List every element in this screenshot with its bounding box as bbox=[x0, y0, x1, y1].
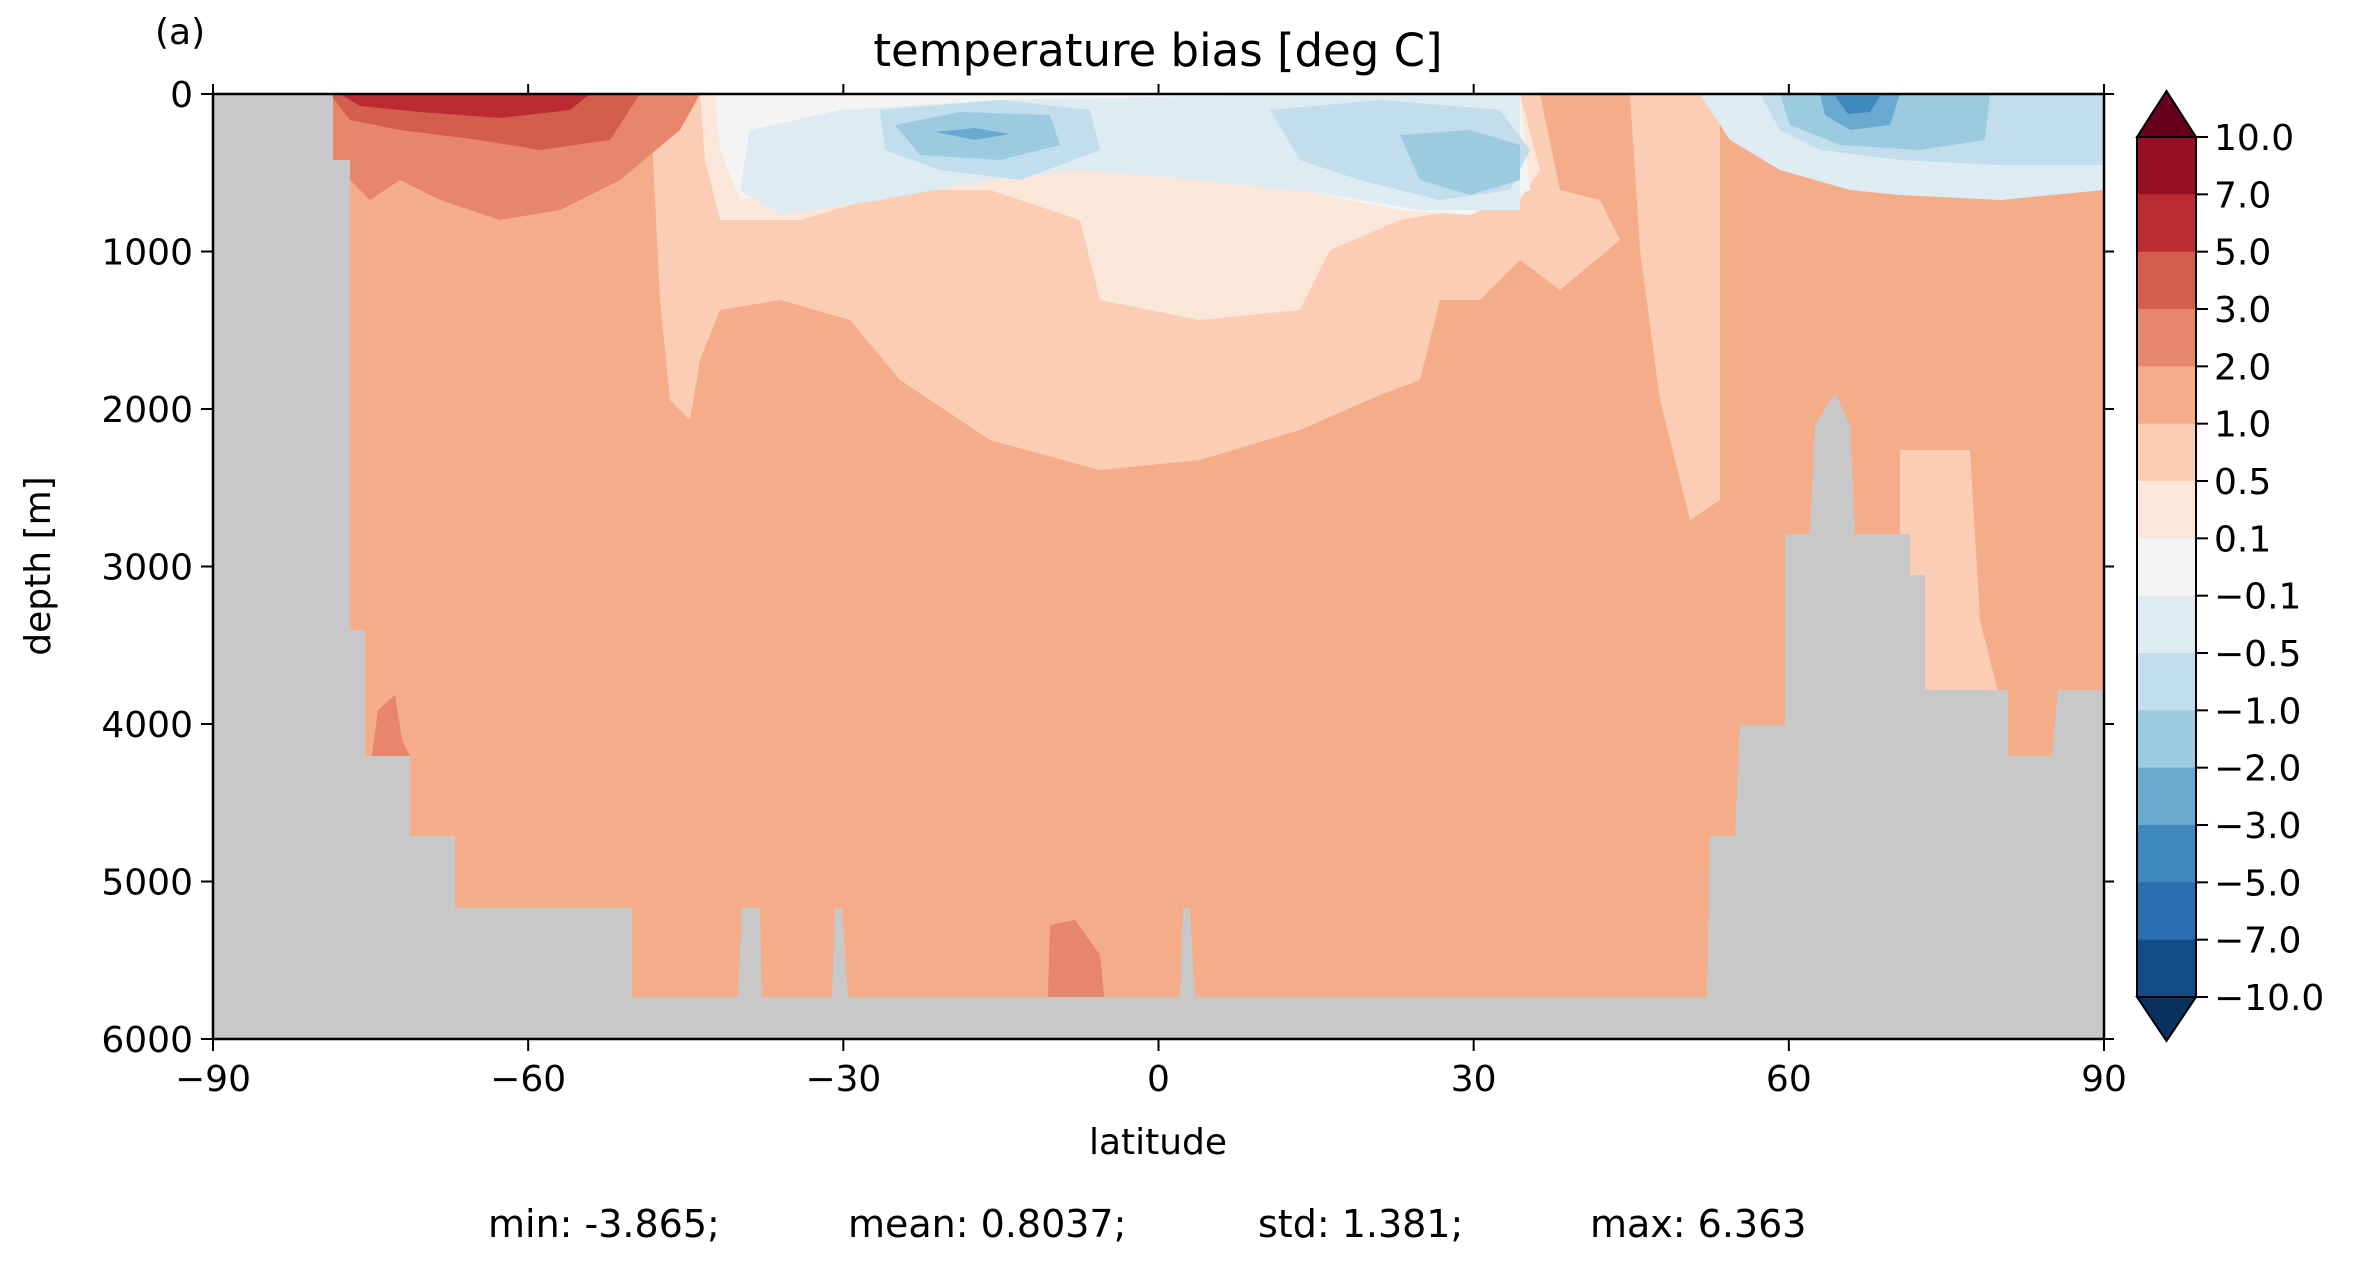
chart-title: temperature bias [deg C] bbox=[873, 24, 1442, 77]
y-tick-label: 0 bbox=[170, 75, 193, 116]
x-tick-label: 30 bbox=[1451, 1059, 1497, 1100]
colorbar-band bbox=[2137, 423, 2196, 482]
colorbar-band bbox=[2137, 309, 2196, 367]
x-tick-label: −30 bbox=[805, 1059, 881, 1100]
x-tick-label: 90 bbox=[2081, 1059, 2127, 1100]
colorbar: 10.0 7.0 5.0 3.0 2.0 1.0 0.5 0.1 −0.1 −0.5 −1.0 −2.… bbox=[2135, 89, 2324, 1043]
x-axis-label: latitude bbox=[1089, 1122, 1227, 1163]
plot-area bbox=[213, 94, 2104, 1039]
deep-warm-patch-equator bbox=[1048, 920, 1104, 997]
colorbar-tick-label: −0.5 bbox=[2214, 634, 2301, 675]
colorbar-extend-min bbox=[2135, 996, 2198, 1043]
colorbar-tick-label: 10.0 bbox=[2214, 118, 2294, 159]
colorbar-band bbox=[2137, 366, 2196, 425]
colorbar-tick-label: −2.0 bbox=[2214, 749, 2301, 790]
y-tick-label: 3000 bbox=[101, 548, 193, 589]
y-tick-label: 5000 bbox=[101, 863, 193, 904]
land-mask-antarctica bbox=[213, 94, 2104, 1039]
x-tick-label: −60 bbox=[490, 1059, 566, 1100]
panel-label: (a) bbox=[155, 12, 205, 53]
thermocline-core-south bbox=[935, 128, 1010, 140]
colorbar-tick-label: −5.0 bbox=[2214, 863, 2301, 904]
x-axis-ticks: −90 −60 −30 0 30 60 90 bbox=[175, 84, 2127, 1100]
x-tick-label: 60 bbox=[1766, 1059, 1812, 1100]
colorbar-band bbox=[2137, 767, 2196, 826]
stats-line: min: -3.865; mean: 0.8037; std: 1.381; m… bbox=[488, 1202, 1806, 1246]
stat-mean: mean: 0.8037; bbox=[848, 1202, 1126, 1246]
colorbar-band bbox=[2137, 939, 2196, 998]
colorbar-band bbox=[2137, 710, 2196, 769]
colorbar-band bbox=[2137, 825, 2196, 883]
y-axis-ticks: 0 1000 2000 3000 4000 5000 6000 bbox=[101, 75, 2114, 1061]
colorbar-tick-label: −3.0 bbox=[2214, 806, 2301, 847]
colorbar-tick-label: −10.0 bbox=[2214, 978, 2324, 1019]
stat-std: std: 1.381; bbox=[1258, 1202, 1463, 1246]
y-tick-label: 1000 bbox=[101, 233, 193, 274]
colorbar-tick-label: −0.1 bbox=[2214, 577, 2301, 618]
colorbar-frame bbox=[2136, 136, 2197, 998]
y-tick-label: 4000 bbox=[101, 705, 193, 746]
arctic-coldest-spot bbox=[1835, 96, 1880, 114]
colorbar-band bbox=[2137, 538, 2196, 597]
colorbar-tick-label: 2.0 bbox=[2214, 347, 2271, 388]
stat-min: min: -3.865; bbox=[488, 1202, 720, 1246]
colorbar-band bbox=[2137, 595, 2196, 654]
thermocline-cold-spot-north bbox=[1400, 130, 1520, 195]
colorbar-band bbox=[2137, 251, 2196, 310]
colorbar-tick-label: 3.0 bbox=[2214, 290, 2271, 331]
colorbar-band bbox=[2137, 653, 2196, 711]
colorbar-tick-label: −1.0 bbox=[2214, 691, 2301, 732]
colorbar-tick-label: 0.1 bbox=[2214, 519, 2271, 560]
colorbar-tick-label: −7.0 bbox=[2214, 921, 2301, 962]
colorbar-band bbox=[2137, 882, 2196, 941]
colorbar-tick-label: 5.0 bbox=[2214, 233, 2271, 274]
colorbar-band bbox=[2137, 481, 2196, 539]
x-tick-label: −90 bbox=[175, 1059, 251, 1100]
colorbar-tick-label: 7.0 bbox=[2214, 175, 2271, 216]
colorbar-tick-label: 0.5 bbox=[2214, 462, 2271, 503]
upper-warm-band-north bbox=[1630, 94, 1720, 520]
colorbar-band bbox=[2137, 194, 2196, 253]
y-axis-label: depth [m] bbox=[18, 476, 59, 655]
southern-ocean-hot-core bbox=[340, 94, 590, 118]
colorbar-tick-label: 1.0 bbox=[2214, 405, 2271, 446]
colorbar-band bbox=[2137, 137, 2196, 195]
stat-max: max: 6.363 bbox=[1590, 1202, 1806, 1246]
x-tick-label: 0 bbox=[1147, 1059, 1170, 1100]
colorbar-extend-max bbox=[2135, 89, 2198, 138]
y-tick-label: 6000 bbox=[101, 1020, 193, 1061]
y-tick-label: 2000 bbox=[101, 390, 193, 431]
deep-warm-patch-west bbox=[372, 695, 410, 756]
